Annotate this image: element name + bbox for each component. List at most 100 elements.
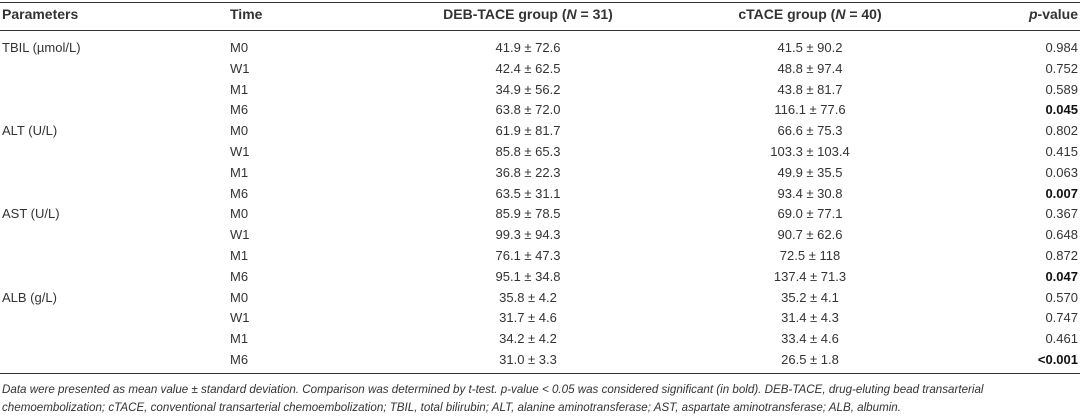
- cell-deb-tace: 35.8 ± 4.2: [499, 289, 557, 305]
- table-row: M1 36.8 ± 22.3 49.9 ± 35.5 0.063: [0, 165, 1080, 186]
- table-header-rule: [0, 30, 1080, 31]
- cell-time: M1: [230, 331, 249, 347]
- cell-time: M0: [230, 40, 249, 55]
- cell-ctace: 48.8 ± 97.4: [777, 60, 843, 76]
- cell-time: M0: [230, 123, 249, 139]
- cell-deb-tace: 85.8 ± 65.3: [495, 143, 561, 159]
- table-row: AST (U/L) M0 85.9 ± 78.5 69.0 ± 77.1 0.367: [0, 206, 1080, 227]
- table-body: TBIL (µmol/L) M0 41.9 ± 72.6 41.5 ± 90.2 0.9…: [0, 40, 1080, 373]
- cell-ctace: 43.8 ± 81.7: [777, 81, 843, 97]
- cell-ctace: 72.5 ± 118: [779, 247, 841, 263]
- header-time: Time: [230, 6, 263, 22]
- table-row: W1 85.8 ± 65.3 103.3 ± 103.4 0.415: [0, 144, 1080, 165]
- cell-p-value: 0.589: [1045, 81, 1078, 97]
- cell-p-value: 0.747: [1045, 310, 1078, 326]
- header-deb-tace-group: DEB-TACE group (N = 31): [418, 6, 638, 22]
- header-ctace-prefix: cTACE group (: [738, 6, 836, 22]
- table-row: M6 31.0 ± 3.3 26.5 ± 1.8 <0.001: [0, 352, 1080, 373]
- table-row: W1 42.4 ± 62.5 48.8 ± 97.4 0.752: [0, 61, 1080, 82]
- cell-deb-tace: 63.5 ± 31.1: [495, 185, 561, 201]
- cell-deb-tace: 76.1 ± 47.3: [495, 247, 561, 263]
- cell-ctace: 31.4 ± 4.3: [781, 310, 839, 326]
- table-footnote: Data were presented as mean value ± stan…: [2, 381, 1078, 417]
- cell-ctace: 66.6 ± 75.3: [777, 123, 843, 139]
- cell-p-value: 0.752: [1045, 60, 1078, 76]
- table-row: W1 31.7 ± 4.6 31.4 ± 4.3 0.747: [0, 310, 1080, 331]
- header-deb-n: N: [566, 6, 577, 22]
- table-top-rule: [0, 2, 1080, 3]
- footnote-line-2: chemoembolization; cTACE, conventional t…: [2, 401, 901, 414]
- cell-ctace: 49.9 ± 35.5: [777, 164, 843, 180]
- cell-p-value: 0.802: [1045, 123, 1078, 139]
- header-p: p: [1028, 6, 1038, 22]
- cell-p-value: 0.367: [1045, 206, 1078, 222]
- cell-ctace: 137.4 ± 71.3: [773, 268, 847, 284]
- table-bottom-rule: [0, 373, 1080, 374]
- table-row: M6 63.5 ± 31.1 93.4 ± 30.8 0.007: [0, 186, 1080, 207]
- cell-time: W1: [230, 227, 250, 243]
- table-row: ALT (U/L) M0 61.9 ± 81.7 66.6 ± 75.3 0.802: [0, 123, 1080, 144]
- header-p-value: p-value: [1029, 6, 1078, 22]
- header-ctace-suffix: = 40): [845, 6, 882, 22]
- header-deb-suffix: = 31): [576, 6, 613, 22]
- footnote-line-1: Data were presented as mean value ± stan…: [2, 383, 984, 396]
- header-p-suffix: -value: [1037, 6, 1078, 22]
- cell-time: M6: [230, 102, 249, 118]
- cell-time: M6: [230, 351, 249, 367]
- cell-p-value: 0.007: [1045, 185, 1078, 201]
- table-row: W1 99.3 ± 94.3 90.7 ± 62.6 0.648: [0, 227, 1080, 248]
- cell-deb-tace: 31.7 ± 4.6: [499, 310, 557, 326]
- cell-parameter: ALB (g/L): [2, 289, 57, 305]
- cell-deb-tace: 36.8 ± 22.3: [495, 164, 561, 180]
- cell-p-value: 0.984: [1045, 40, 1078, 55]
- cell-time: M0: [230, 289, 249, 305]
- cell-deb-tace: 34.9 ± 56.2: [495, 81, 561, 97]
- cell-time: M0: [230, 206, 249, 222]
- cell-deb-tace: 31.0 ± 3.3: [499, 351, 557, 367]
- cell-time: W1: [230, 143, 250, 159]
- cell-ctace: 33.4 ± 4.6: [781, 331, 839, 347]
- cell-ctace: 35.2 ± 4.1: [781, 289, 839, 305]
- cell-ctace: 90.7 ± 62.6: [777, 227, 843, 243]
- cell-ctace: 69.0 ± 77.1: [777, 206, 843, 222]
- cell-deb-tace: 41.9 ± 72.6: [495, 40, 561, 55]
- cell-time: M6: [230, 185, 249, 201]
- cell-p-value: 0.063: [1045, 164, 1078, 180]
- cell-p-value: 0.045: [1045, 102, 1078, 118]
- cell-deb-tace: 34.2 ± 4.2: [499, 331, 557, 347]
- table-row: M1 76.1 ± 47.3 72.5 ± 118 0.872: [0, 248, 1080, 269]
- cell-ctace: 116.1 ± 77.6: [774, 102, 846, 118]
- cell-p-value: <0.001: [1037, 351, 1078, 367]
- cell-p-value: 0.415: [1045, 143, 1078, 159]
- cell-ctace: 26.5 ± 1.8: [781, 351, 839, 367]
- cell-time: M1: [230, 81, 249, 97]
- cell-deb-tace: 95.1 ± 34.8: [495, 268, 561, 284]
- cell-parameter: ALT (U/L): [2, 123, 58, 139]
- cell-p-value: 0.648: [1045, 227, 1078, 243]
- table-row: ALB (g/L) M0 35.8 ± 4.2 35.2 ± 4.1 0.570: [0, 290, 1080, 311]
- cell-deb-tace: 85.9 ± 78.5: [495, 206, 561, 222]
- cell-time: W1: [230, 310, 250, 326]
- cell-p-value: 0.570: [1045, 289, 1078, 305]
- cell-deb-tace: 61.9 ± 81.7: [495, 123, 561, 139]
- table-row: M1 34.2 ± 4.2 33.4 ± 4.6 0.461: [0, 331, 1080, 352]
- table-row: TBIL (µmol/L) M0 41.9 ± 72.6 41.5 ± 90.2 0.9…: [0, 40, 1080, 61]
- header-ctace-n: N: [835, 6, 846, 22]
- table-row: M1 34.9 ± 56.2 43.8 ± 81.7 0.589: [0, 82, 1080, 103]
- header-deb-prefix: DEB-TACE group (: [443, 6, 567, 22]
- table-row: M6 63.8 ± 72.0 116.1 ± 77.6 0.045: [0, 102, 1080, 123]
- cell-p-value: 0.047: [1045, 268, 1078, 284]
- cell-time: W1: [230, 60, 250, 76]
- cell-deb-tace: 42.4 ± 62.5: [495, 60, 561, 76]
- cell-time: M6: [230, 268, 249, 284]
- table-header-row: Parameters Time DEB-TACE group (N = 31) …: [0, 6, 1080, 28]
- table-row: M6 95.1 ± 34.8 137.4 ± 71.3 0.047: [0, 269, 1080, 290]
- cell-parameter: TBIL (µmol/L): [2, 40, 81, 55]
- cell-deb-tace: 63.8 ± 72.0: [495, 102, 561, 118]
- cell-ctace: 103.3 ± 103.4: [770, 143, 850, 159]
- cell-deb-tace: 99.3 ± 94.3: [495, 227, 561, 243]
- cell-parameter: AST (U/L): [2, 206, 60, 222]
- cell-time: M1: [230, 164, 249, 180]
- cell-ctace: 93.4 ± 30.8: [777, 185, 843, 201]
